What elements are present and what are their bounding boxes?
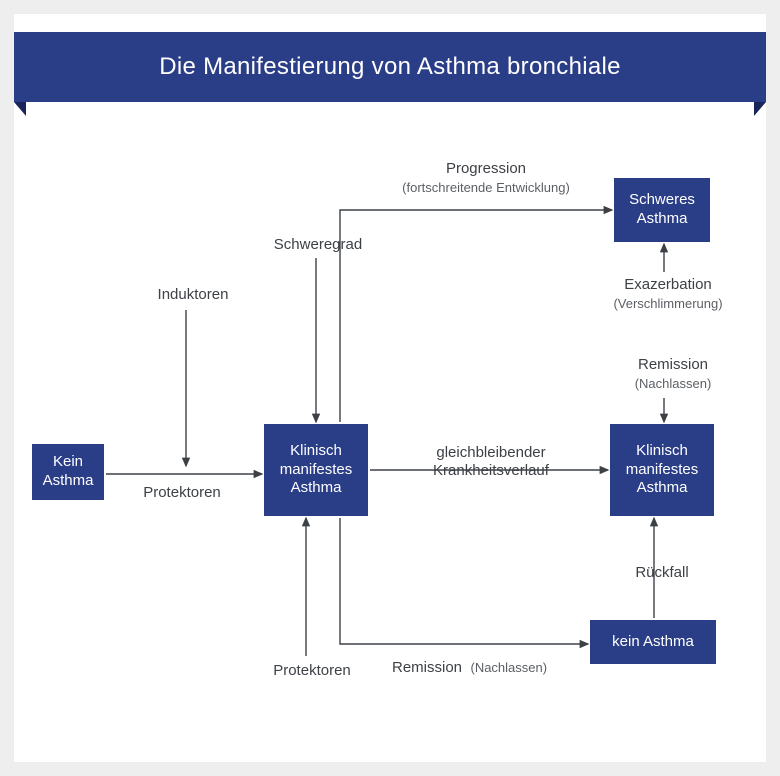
node-kein-asthma-left: KeinAsthma	[32, 444, 104, 500]
banner-notch-right	[754, 102, 766, 116]
label-protektoren-bot: Protektoren	[252, 662, 372, 680]
label-remission-bot: Remission (Nachlassen)	[392, 658, 602, 677]
node-klinisch-center: KlinischmanifestesAsthma	[264, 424, 368, 516]
label-schweregrad: Schweregrad	[258, 236, 378, 254]
node-schweres: SchweresAsthma	[614, 178, 710, 242]
node-klinisch-right: KlinischmanifestesAsthma	[610, 424, 714, 516]
node-kein-asthma-bottom: kein Asthma	[590, 620, 716, 664]
label-protektoren-top: Protektoren	[122, 484, 242, 502]
label-progression: Progression (fortschreitende Entwicklung…	[376, 160, 596, 196]
label-gleichbleibend: gleichbleibender Krankheitsverlauf	[406, 444, 576, 480]
label-induktoren: Induktoren	[138, 286, 248, 304]
diagram-canvas: Die Manifestierung von Asthma bronchiale…	[14, 14, 766, 762]
label-remission-right: Remission (Nachlassen)	[608, 356, 738, 392]
label-rueckfall: Rückfall	[622, 564, 702, 582]
banner-title: Die Manifestierung von Asthma bronchiale	[14, 32, 766, 102]
arrow-remission-bottom	[340, 518, 588, 644]
arrow-progression	[340, 210, 612, 422]
label-exazerbation: Exazerbation (Verschlimmerung)	[588, 276, 748, 312]
banner-notch-left	[14, 102, 26, 116]
